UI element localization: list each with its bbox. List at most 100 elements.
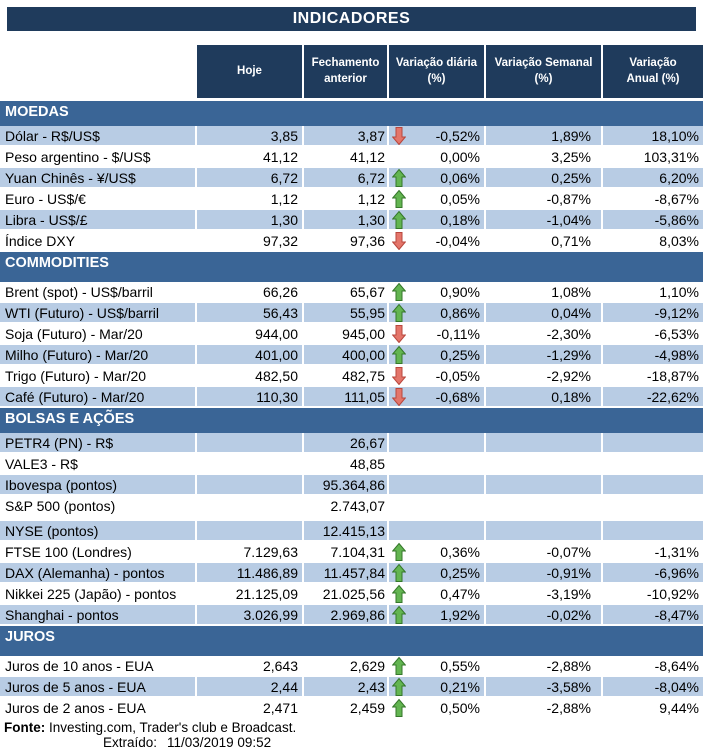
cell-variacao-semanal: -0,91% xyxy=(486,563,603,582)
section-header-moedas: MOEDAS xyxy=(0,101,703,126)
cell-fechamento-value: 65,67 xyxy=(349,283,385,300)
cell-variacao-diaria: -0,05% xyxy=(389,366,486,385)
cell-variacao-semanal-value: 1,89% xyxy=(551,127,591,144)
cell-hoje: 482,50 xyxy=(197,366,304,385)
table-row: Peso argentino - $/US$ 41,12 41,12 0,00% 3,2… xyxy=(0,147,703,168)
section-header-commodities: COMMODITIES xyxy=(0,252,703,282)
cell-fechamento-value: 48,85 xyxy=(349,455,385,472)
cell-fechamento: 1,12 xyxy=(304,189,389,208)
cell-variacao-semanal: -2,88% xyxy=(486,656,603,675)
cell-variacao-diaria xyxy=(389,496,486,515)
row-label: PETR4 (PN) - R$ xyxy=(0,433,197,452)
cell-variacao-semanal: -1,29% xyxy=(486,345,603,364)
row-label-value: Café (Futuro) - Mar/20 xyxy=(5,388,145,405)
cell-variacao-anual-value: -8,04% xyxy=(654,678,699,695)
source-line: Fonte: Investing.com, Trader's club e Br… xyxy=(4,721,703,735)
row-label-value: Euro - US$/€ xyxy=(5,190,86,207)
cell-hoje: 3.026,99 xyxy=(197,605,304,624)
cell-hoje-value: 6,72 xyxy=(270,169,298,186)
table-row: FTSE 100 (Londres) 7.129,63 7.104,31 0,36% -… xyxy=(0,542,703,563)
cell-fechamento: 21.025,56 xyxy=(304,584,389,603)
row-label-value: Soja (Futuro) - Mar/20 xyxy=(5,325,143,342)
row-label-value: DAX (Alemanha) - pontos xyxy=(5,564,165,581)
cell-variacao-diaria-value: 0,36% xyxy=(440,543,480,560)
row-label: Juros de 2 anos - EUA xyxy=(0,698,197,717)
cell-variacao-anual-value: 6,20% xyxy=(659,169,699,186)
cell-hoje xyxy=(197,521,304,540)
cell-variacao-anual: -5,86% xyxy=(603,210,703,229)
down-arrow-icon xyxy=(392,231,406,250)
row-gap xyxy=(0,517,703,521)
cell-variacao-diaria-value: 0,18% xyxy=(440,211,480,228)
cell-fechamento-value: 7.104,31 xyxy=(330,543,386,560)
cell-variacao-semanal: 0,18% xyxy=(486,387,603,406)
cell-variacao-semanal: 0,04% xyxy=(486,303,603,322)
cell-variacao-anual: -8,64% xyxy=(603,656,703,675)
cell-variacao-diaria: 1,92% xyxy=(389,605,486,624)
table-row: Índice DXY 97,32 97,36 -0,04% 0,71% 8,03% xyxy=(0,231,703,252)
cell-variacao-diaria: 0,90% xyxy=(389,282,486,301)
cell-fechamento: 11.457,84 xyxy=(304,563,389,582)
cell-hoje xyxy=(197,454,304,473)
cell-hoje-value: 2,471 xyxy=(262,699,298,716)
cell-fechamento-value: 95.364,86 xyxy=(322,476,385,493)
cell-hoje-value: 3,85 xyxy=(270,127,298,144)
cell-fechamento: 55,95 xyxy=(304,303,389,322)
cell-variacao-semanal-value: -3,58% xyxy=(546,678,591,695)
row-label: Ibovespa (pontos) xyxy=(0,475,197,494)
cell-variacao-diaria xyxy=(389,433,486,452)
cell-hoje: 6,72 xyxy=(197,168,304,187)
cell-variacao-semanal xyxy=(486,475,603,494)
cell-hoje: 2,44 xyxy=(197,677,304,696)
row-label-value: NYSE (pontos) xyxy=(5,522,99,539)
cell-fechamento: 2,629 xyxy=(304,656,389,675)
cell-hoje-value: 97,32 xyxy=(262,232,298,249)
cell-variacao-semanal-value: -0,91% xyxy=(546,564,591,581)
row-label: Soja (Futuro) - Mar/20 xyxy=(0,324,197,343)
cell-fechamento-value: 97,36 xyxy=(349,232,385,249)
cell-hoje-value: 41,12 xyxy=(262,148,298,165)
cell-fechamento: 945,00 xyxy=(304,324,389,343)
cell-variacao-anual-value: -10,92% xyxy=(646,585,699,602)
row-label-value: Yuan Chinês - ¥/US$ xyxy=(5,169,136,186)
cell-fechamento-value: 2,459 xyxy=(349,699,385,716)
cell-variacao-semanal: -2,88% xyxy=(486,698,603,717)
row-label: Dólar - R$/US$ xyxy=(0,126,197,145)
cell-variacao-diaria-value: 0,21% xyxy=(440,678,480,695)
cell-variacao-anual-value: -6,96% xyxy=(654,564,699,581)
cell-variacao-anual-value: -4,98% xyxy=(654,346,699,363)
table-row: Brent (spot) - US$/barril 66,26 65,67 0,90%… xyxy=(0,282,703,303)
cell-fechamento-value: 21.025,56 xyxy=(322,585,385,602)
cell-variacao-anual: -4,98% xyxy=(603,345,703,364)
table-row: Juros de 5 anos - EUA 2,44 2,43 0,21% -3,58%… xyxy=(0,677,703,698)
cell-variacao-semanal xyxy=(486,433,603,452)
cell-variacao-anual: -18,87% xyxy=(603,366,703,385)
table-row: VALE3 - R$ 48,85 xyxy=(0,454,703,475)
row-label-value: WTI (Futuro) - US$/barril xyxy=(5,304,160,321)
row-label-value: Libra - US$/£ xyxy=(5,211,88,228)
table-row: Dólar - R$/US$ 3,85 3,87 -0,52% 1,89% 18,10% xyxy=(0,126,703,147)
table-row: Libra - US$/£ 1,30 1,30 0,18% -1,04% -5,86% xyxy=(0,210,703,231)
cell-variacao-anual-value: -9,12% xyxy=(654,304,699,321)
row-label: Milho (Futuro) - Mar/20 xyxy=(0,345,197,364)
cell-variacao-anual xyxy=(603,521,703,540)
cell-variacao-anual-value: -8,64% xyxy=(654,657,699,674)
cell-hoje-value: 2,643 xyxy=(262,657,298,674)
table-row: Shanghai - pontos 3.026,99 2.969,86 1,92% -0… xyxy=(0,605,703,626)
cell-variacao-anual: 103,31% xyxy=(603,147,703,166)
cell-variacao-anual-value: -8,67% xyxy=(654,190,699,207)
cell-variacao-anual-value: 103,31% xyxy=(643,148,699,165)
column-header-hoje: Hoje xyxy=(197,45,304,98)
cell-variacao-diaria-value: 0,06% xyxy=(440,169,480,186)
cell-variacao-anual: 18,10% xyxy=(603,126,703,145)
up-arrow-icon xyxy=(392,168,406,187)
cell-hoje: 3,85 xyxy=(197,126,304,145)
table-row: Juros de 10 anos - EUA 2,643 2,629 0,55% -2,… xyxy=(0,656,703,677)
table-row: Euro - US$/€ 1,12 1,12 0,05% -0,87% -8,67% xyxy=(0,189,703,210)
cell-fechamento-value: 55,95 xyxy=(349,304,385,321)
cell-fechamento: 65,67 xyxy=(304,282,389,301)
row-label: FTSE 100 (Londres) xyxy=(0,542,197,561)
row-label: Juros de 5 anos - EUA xyxy=(0,677,197,696)
cell-variacao-semanal-value: 0,04% xyxy=(551,304,591,321)
cell-fechamento: 6,72 xyxy=(304,168,389,187)
